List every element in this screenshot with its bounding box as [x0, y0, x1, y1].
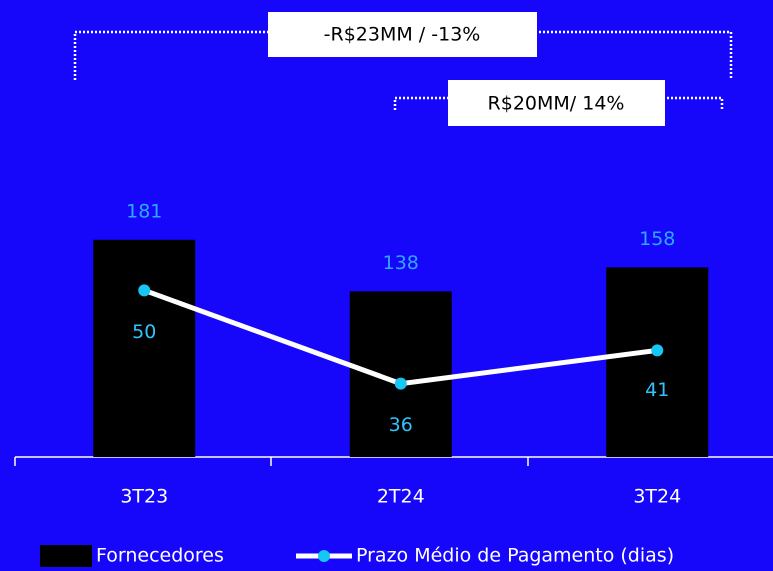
- x-tick-label: 3T24: [633, 486, 681, 508]
- line-value-label: 41: [645, 379, 669, 401]
- bracket: [393, 96, 724, 110]
- annotation: R$20MM/ 14%: [488, 93, 625, 115]
- legend-swatch: [318, 550, 330, 562]
- bar: [349, 291, 452, 457]
- bar-value-label: 181: [126, 200, 162, 222]
- x-tick-label: 3T23: [120, 486, 168, 508]
- line-value-label: 50: [132, 321, 156, 343]
- legend-label: Fornecedores: [96, 545, 224, 567]
- annotation-box: [448, 80, 665, 126]
- line-value-label: 36: [389, 414, 413, 436]
- line-marker: [138, 284, 151, 297]
- legend-label: Prazo Médio de Pagamento (dias): [356, 545, 674, 567]
- annotation: -R$23MM / -13%: [324, 24, 481, 46]
- line-marker: [394, 377, 407, 390]
- line-marker: [651, 344, 664, 357]
- bar-value-label: 138: [383, 252, 419, 274]
- bar-value-label: 158: [639, 228, 675, 250]
- legend-swatch: [40, 545, 92, 567]
- annotation-box: [268, 12, 537, 57]
- x-tick-label: 2T24: [377, 486, 425, 508]
- bar: [606, 267, 709, 457]
- bar: [93, 239, 196, 457]
